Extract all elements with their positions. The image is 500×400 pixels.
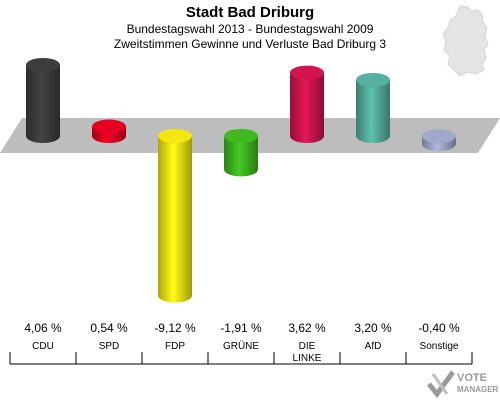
bar-sonstige <box>422 129 456 151</box>
chart-subtitle: Bundestagswahl 2013 - Bundestagswahl 200… <box>126 22 374 36</box>
value-label: -1,91 % <box>220 321 262 335</box>
value-label: -9,12 % <box>154 321 196 335</box>
category-label: SPD <box>99 341 120 352</box>
germany-map-icon <box>442 5 489 77</box>
vote-manager-logo: VOTE MANAGER <box>427 370 499 399</box>
value-label: -0,40 % <box>418 321 460 335</box>
value-labels: 4,06 % 0,54 % -9,12 % -1,91 % 3,62 % 3,20 % -0… <box>24 321 460 335</box>
category-label: Sonstige <box>420 341 459 352</box>
value-label: 3,62 % <box>288 321 326 335</box>
value-label: 4,06 % <box>24 321 62 335</box>
logo-manager-text: MANAGER <box>457 385 499 394</box>
bar-afd <box>356 73 390 143</box>
chart-title: Stadt Bad Driburg <box>185 4 315 21</box>
bar-cdu <box>26 57 60 143</box>
bar-die-linke <box>290 65 324 143</box>
category-label: DIE <box>299 341 316 352</box>
value-label: 0,54 % <box>90 321 128 335</box>
bar-grüne <box>224 129 258 177</box>
category-label: GRÜNE <box>223 340 259 352</box>
bar-fdp <box>158 129 192 303</box>
bar-spd <box>92 119 126 143</box>
category-label: LINKE <box>293 353 322 364</box>
category-label: CDU <box>32 341 54 352</box>
category-label: FDP <box>165 341 185 352</box>
category-label: AfD <box>365 341 382 352</box>
bar-series <box>26 57 456 303</box>
value-label: 3,20 % <box>354 321 392 335</box>
chart-caption: Zweitstimmen Gewinne und Verluste Bad Dr… <box>113 37 387 51</box>
logo-vote-text: VOTE <box>457 372 487 384</box>
